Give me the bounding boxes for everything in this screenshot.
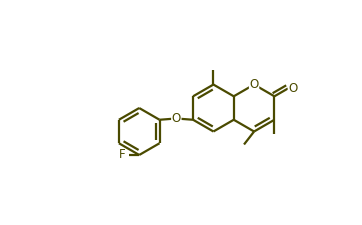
Text: F: F: [119, 148, 126, 162]
Text: O: O: [249, 78, 259, 91]
Text: O: O: [172, 112, 181, 125]
Text: O: O: [288, 82, 298, 95]
